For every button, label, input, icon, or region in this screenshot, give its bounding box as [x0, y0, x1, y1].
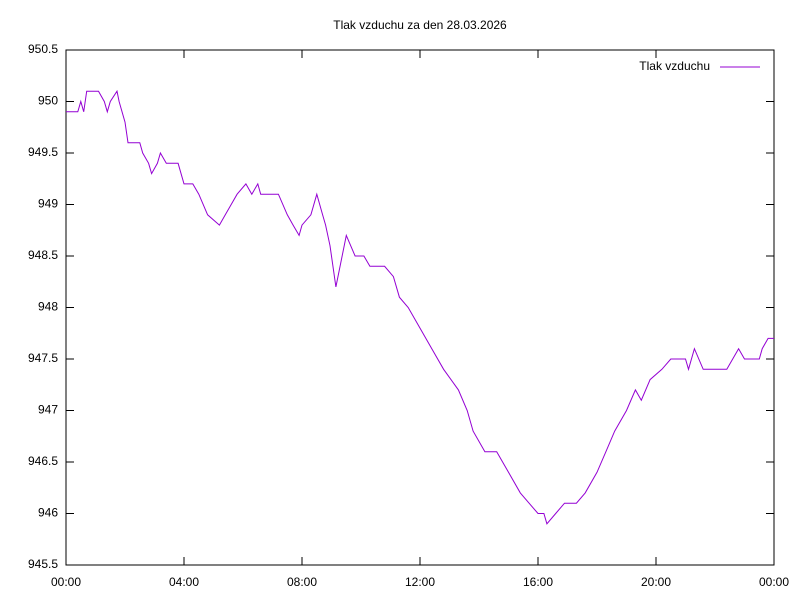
y-tick-label: 948	[38, 300, 58, 314]
y-tick-label: 949.5	[28, 145, 58, 159]
y-tick-label: 950.5	[28, 42, 58, 56]
y-tick-label: 947.5	[28, 351, 58, 365]
legend-label: Tlak vzduchu	[639, 59, 710, 73]
y-tick-label: 947	[38, 403, 58, 417]
x-tick-label: 04:00	[169, 575, 199, 589]
y-tick-label: 948.5	[28, 248, 58, 262]
x-tick-label: 20:00	[641, 575, 671, 589]
x-tick-label: 08:00	[287, 575, 317, 589]
x-tick-label: 00:00	[759, 575, 789, 589]
y-tick-label: 946.5	[28, 454, 58, 468]
x-tick-label: 16:00	[523, 575, 553, 589]
y-tick-label: 950	[38, 94, 58, 108]
y-tick-label: 946	[38, 506, 58, 520]
y-tick-label: 949	[38, 197, 58, 211]
chart-title: Tlak vzduchu za den 28.03.2026	[333, 18, 507, 32]
y-tick-label: 945.5	[28, 557, 58, 571]
x-tick-label: 12:00	[405, 575, 435, 589]
x-tick-label: 00:00	[51, 575, 81, 589]
data-line	[66, 89, 774, 525]
